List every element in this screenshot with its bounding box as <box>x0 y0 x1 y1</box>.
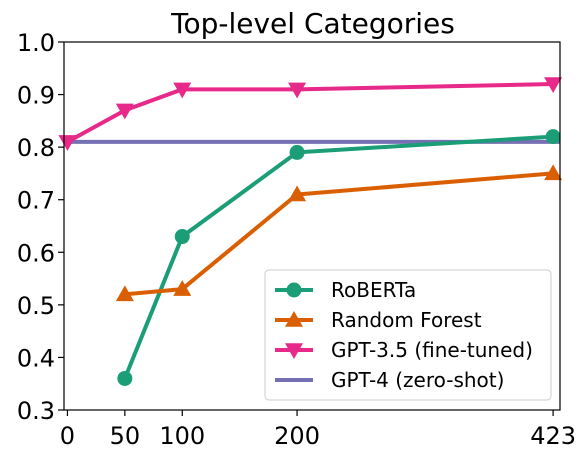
x-tick-label: 0 <box>60 422 75 450</box>
data-point <box>544 77 563 94</box>
x-tick-label: 423 <box>530 422 576 450</box>
data-point <box>288 82 307 99</box>
y-tick-label: 0.5 <box>17 292 55 320</box>
y-tick-label: 1.0 <box>17 29 55 57</box>
legend-marker <box>285 311 303 327</box>
series-roberta <box>117 129 561 386</box>
data-point <box>115 103 134 120</box>
y-tick-label: 0.9 <box>17 82 55 110</box>
legend-marker <box>286 282 302 298</box>
y-tick-label: 0.3 <box>17 397 55 425</box>
data-point <box>117 370 133 386</box>
data-point <box>58 135 77 151</box>
legend-label: RoBERTa <box>331 278 416 302</box>
data-point <box>173 82 192 99</box>
data-point <box>545 129 561 145</box>
data-point <box>289 144 305 160</box>
series-random-forest <box>115 164 563 302</box>
data-point <box>173 280 192 296</box>
axes: 0.3 0.4 0.5 0.6 0.7 0.8 0.9 1.0 0 50 100 200 423 <box>17 29 576 450</box>
plot-area <box>58 77 563 386</box>
legend-item: GPT-3.5 (fine-tuned) <box>275 338 533 362</box>
series-line <box>66 82 554 144</box>
data-point <box>288 185 307 202</box>
series-gpt-3-5-fine-tuned <box>58 77 563 151</box>
legend-item: Random Forest <box>275 308 482 332</box>
axes-frame <box>63 41 561 411</box>
x-tick-label: 200 <box>274 422 320 450</box>
legend-item: RoBERTa <box>275 278 416 302</box>
data-point <box>174 229 190 245</box>
x-tick-label: 100 <box>159 422 205 450</box>
legend-item: GPT-4 (zero-shot) <box>275 368 504 392</box>
chart-title: Top-level Categories <box>170 7 455 40</box>
legend-label: Random Forest <box>331 308 482 332</box>
series-line <box>122 134 554 380</box>
legend-marker <box>285 343 303 359</box>
x-tick-label: 50 <box>110 422 141 450</box>
legend-label: GPT-3.5 (fine-tuned) <box>331 338 533 362</box>
legend-label: GPT-4 (zero-shot) <box>331 368 504 392</box>
y-tick-label: 0.4 <box>17 344 55 372</box>
y-tick-label: 0.6 <box>17 239 55 267</box>
legend: RoBERTa Random Forest GPT-3.5 (fine-tuned)… <box>264 269 552 401</box>
series-line <box>124 171 554 297</box>
legend-box <box>264 269 552 401</box>
data-point <box>544 164 563 181</box>
y-tick-label: 0.7 <box>17 187 55 215</box>
y-tick-label: 0.8 <box>17 134 55 162</box>
data-point <box>115 285 134 302</box>
